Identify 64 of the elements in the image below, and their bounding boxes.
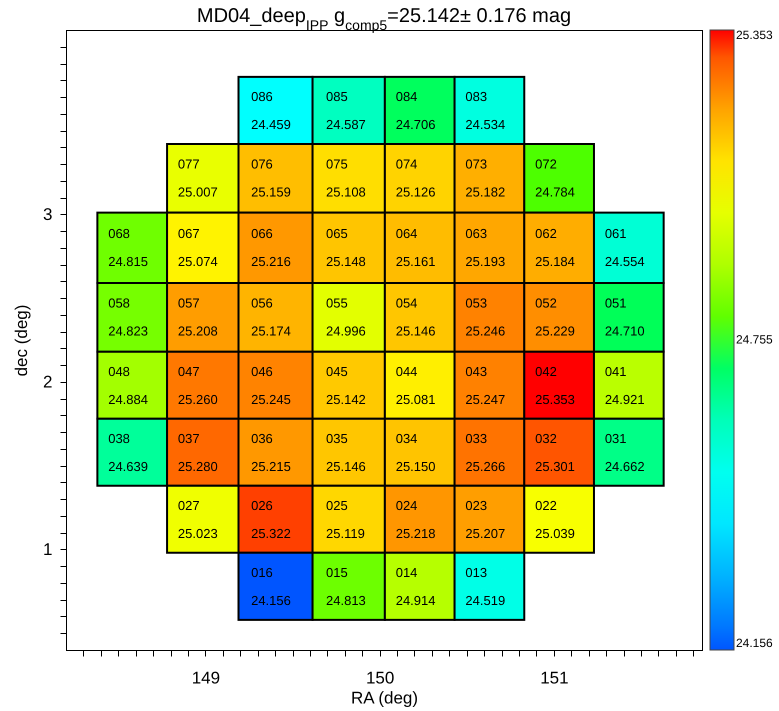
data-label: 053 25.246 <box>465 296 506 339</box>
data-label: 073 25.182 <box>465 156 506 200</box>
data-label: 013 24.519 <box>465 564 506 608</box>
data-label: 065 25.148 <box>326 226 366 269</box>
color-bar-label: 24.755 <box>736 332 774 347</box>
data-label: 072 24.784 <box>535 156 575 200</box>
data-label: 022 25.039 <box>535 498 575 541</box>
data-label: 048 24.884 <box>108 364 148 407</box>
data-label: 033 25.266 <box>465 430 506 474</box>
data-label: 035 25.146 <box>326 430 366 474</box>
data-label: 084 24.706 <box>396 89 436 132</box>
y-tick-label: 3 <box>43 204 52 224</box>
chart-title: MD04_deep$_{IPP}$ g$_{comp5}$=25.142± 0.176 mag <box>196 5 572 33</box>
y-tick-label: 1 <box>43 540 52 559</box>
data-label: 015 24.813 <box>326 564 366 608</box>
data-label: 025 25.119 <box>326 498 365 541</box>
data-label: 085 24.587 <box>326 89 366 132</box>
data-label: 034 25.150 <box>396 430 436 474</box>
data-label: 066 25.216 <box>251 226 291 269</box>
data-label: 052 25.229 <box>535 296 575 339</box>
data-label: 064 25.161 <box>396 226 436 269</box>
data-label: 068 24.815 <box>108 226 148 269</box>
data-label: 032 25.301 <box>535 430 575 474</box>
x-axis-title: RA (deg) <box>350 688 418 708</box>
data-label: 055 24.996 <box>326 296 366 339</box>
data-label: 051 24.710 <box>604 296 645 339</box>
data-label: 083 24.534 <box>465 89 506 132</box>
data-label: 057 25.208 <box>178 296 218 339</box>
data-label: 038 24.639 <box>108 430 148 474</box>
x-tick-label: 149 <box>192 668 220 688</box>
data-label: 061 24.554 <box>604 226 645 269</box>
y-axis-title: dec (deg) <box>12 304 32 376</box>
data-label: 062 25.184 <box>535 226 575 269</box>
data-label: 044 25.081 <box>396 364 436 407</box>
data-label: 056 25.174 <box>251 296 291 339</box>
data-label: 041 24.921 <box>604 364 645 407</box>
x-tick-label: 150 <box>366 668 394 688</box>
data-label: 058 24.823 <box>108 296 148 339</box>
data-label: 074 25.126 <box>396 156 436 200</box>
data-label: 063 25.193 <box>465 226 506 269</box>
data-label: 014 24.914 <box>396 564 436 608</box>
data-label: 043 25.247 <box>465 364 506 407</box>
data-label: 075 25.108 <box>326 156 366 200</box>
data-label: 047 25.260 <box>178 364 218 407</box>
data-label: 042 25.353 <box>535 364 575 407</box>
data-label: 027 25.023 <box>178 498 218 541</box>
data-label: 067 25.074 <box>178 226 218 269</box>
data-label: 016 24.156 <box>251 564 291 608</box>
data-label: 054 25.146 <box>396 296 436 339</box>
data-label: 037 25.280 <box>178 430 218 474</box>
data-label: 024 25.218 <box>396 498 436 541</box>
data-label: 026 25.322 <box>251 498 291 541</box>
data-label: 023 25.207 <box>465 498 506 541</box>
data-label: 077 25.007 <box>178 156 218 200</box>
color-bar-label: 25.353 <box>736 28 774 42</box>
data-label: 031 24.662 <box>604 430 645 474</box>
data-label: 045 25.142 <box>326 364 366 407</box>
data-label: 036 25.215 <box>251 430 291 474</box>
color-bar-label: 24.156 <box>736 636 774 650</box>
data-label: 086 24.459 <box>251 89 291 132</box>
x-tick-label: 151 <box>540 668 569 688</box>
data-label: 076 25.159 <box>251 156 291 200</box>
y-tick-label: 2 <box>43 372 52 392</box>
data-label: 046 25.245 <box>251 364 291 407</box>
